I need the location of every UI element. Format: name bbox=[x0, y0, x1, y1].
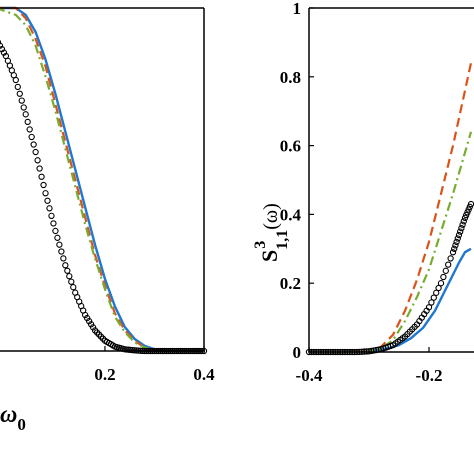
left-circle-point bbox=[66, 273, 73, 280]
right-circle-point bbox=[447, 255, 454, 262]
right-y-tick-label: 1 bbox=[293, 0, 302, 18]
left-x-label-subscript: 0 bbox=[17, 415, 26, 434]
right-circle-point bbox=[428, 299, 435, 306]
left-circle-point bbox=[46, 205, 53, 212]
left-circle-point bbox=[30, 141, 37, 148]
left-circle-point bbox=[62, 262, 69, 269]
right-circle-point bbox=[453, 238, 460, 246]
right-x-tick-label: -0.2 bbox=[416, 366, 443, 385]
left-x-tick-label: 0.4 bbox=[193, 365, 215, 384]
right-circle-point bbox=[449, 249, 457, 256]
right-y-label-subscript: 1,1 bbox=[274, 230, 291, 250]
left-circle-point bbox=[36, 165, 43, 172]
left-circle-point bbox=[18, 97, 25, 104]
right-y-label: S3 1,1(ω) bbox=[252, 203, 291, 262]
left-circle-point bbox=[20, 104, 27, 111]
left-circle-point bbox=[56, 241, 63, 248]
left-circle-point bbox=[34, 157, 41, 164]
left-x-ticks: 0.2 0.4 bbox=[94, 346, 215, 384]
right-circle-point bbox=[455, 231, 463, 239]
right-y-tick-label: 0 bbox=[293, 343, 302, 362]
left-circle-point bbox=[40, 181, 47, 189]
right-y-tick-label: 0.6 bbox=[280, 137, 301, 156]
left-circle-point bbox=[0, 39, 2, 45]
left-circle-point bbox=[16, 90, 23, 97]
left-circle-point bbox=[24, 118, 31, 126]
left-circle-point bbox=[26, 126, 33, 133]
left-circle-point bbox=[28, 133, 35, 141]
right-y-label-superscript: 3 bbox=[252, 241, 269, 249]
right-y-label-text: S3 1,1(ω) bbox=[252, 203, 291, 262]
right-circle-point bbox=[437, 280, 445, 287]
right-circle-point bbox=[451, 245, 458, 252]
right-y-tick-label: 0.4 bbox=[280, 205, 302, 224]
right-x-tick-label: -0.4 bbox=[296, 366, 323, 385]
right-circle-point bbox=[460, 218, 467, 225]
left-x-tick-label: 0.2 bbox=[94, 365, 115, 384]
left-circle-point bbox=[0, 42, 4, 49]
right-circle-point bbox=[430, 294, 437, 301]
right-y-tick-label: 0.2 bbox=[280, 274, 301, 293]
left-circle-point bbox=[68, 278, 75, 285]
left-circle-point bbox=[50, 220, 57, 227]
right-circle-point bbox=[452, 242, 459, 249]
left-circle-point bbox=[22, 111, 29, 118]
right-y-label-tail: (ω) bbox=[260, 203, 282, 229]
right-circle-point bbox=[458, 225, 465, 232]
right-circle-point bbox=[459, 221, 466, 228]
left-circle-point bbox=[38, 173, 45, 180]
left-circle-point bbox=[54, 234, 61, 241]
left-circle-point bbox=[32, 148, 39, 156]
left-x-label: ω0 bbox=[0, 402, 26, 434]
left-circle-point bbox=[12, 76, 19, 84]
right-y-tick-label: 0.8 bbox=[280, 68, 301, 87]
right-circle-point bbox=[425, 304, 433, 311]
left-circle-point bbox=[64, 267, 71, 274]
left-x-label-symbol: ω bbox=[0, 402, 17, 428]
left-circle-point bbox=[58, 248, 65, 255]
left-circle-point bbox=[52, 227, 59, 235]
right-circle-point bbox=[433, 289, 440, 296]
right-circle-point bbox=[440, 273, 447, 281]
right-circle-point bbox=[454, 235, 461, 242]
left-circle-point bbox=[14, 83, 21, 91]
right-ticks: -0.4 -0.2 0 0.2 0.4 0.6 0.8 1 bbox=[280, 0, 443, 385]
left-circle-point bbox=[42, 190, 49, 197]
right-panel: -0.4 -0.2 0 0.2 0.4 0.6 0.8 1 S3 1,1(ω) bbox=[252, 0, 474, 385]
left-circle-point bbox=[70, 284, 77, 291]
right-circle-point bbox=[445, 261, 452, 268]
left-panel: 0.2 0.4 ω0 bbox=[0, 6, 215, 434]
right-circle-point bbox=[442, 267, 449, 274]
left-circle-point bbox=[60, 255, 67, 262]
right-y-label-main: S bbox=[257, 250, 282, 262]
right-circle-point bbox=[457, 228, 464, 235]
left-circle-point bbox=[44, 197, 51, 204]
right-circle-point bbox=[435, 284, 442, 292]
left-circle-point bbox=[48, 212, 55, 220]
